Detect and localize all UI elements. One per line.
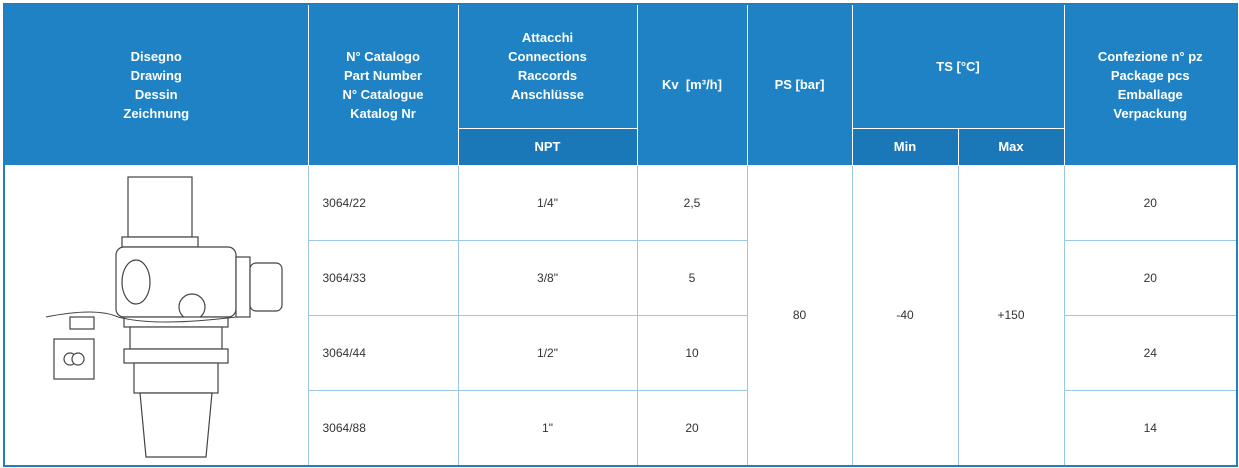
header-ts: TS [°C] bbox=[851, 3, 1065, 129]
table-row: 3064/22 1/4" 2,5 80 -40 +150 20 bbox=[3, 164, 1238, 466]
header-line: Raccords bbox=[517, 68, 578, 84]
header-line: Katalog Nr bbox=[350, 105, 416, 121]
header-line: Attacchi bbox=[521, 30, 574, 46]
part-number: 3064/33 bbox=[307, 239, 459, 316]
header-line: Zeichnung bbox=[123, 105, 190, 121]
header-kv: Kv [m³/h] bbox=[636, 3, 748, 166]
header-part-number: N° Catalogo Part Number N° Catalogue Katalo… bbox=[307, 3, 459, 166]
connection: 3/8" bbox=[457, 239, 638, 316]
part-number: 3064/88 bbox=[307, 389, 459, 466]
header-line: Disegno bbox=[130, 48, 182, 64]
header-ps: PS [bar] bbox=[746, 3, 853, 166]
header-max: Max bbox=[957, 127, 1065, 166]
drawing-cell bbox=[3, 164, 309, 466]
header-package: Confezione n° pz Package pcs Emballage Verp… bbox=[1063, 3, 1238, 166]
header-line: Part Number bbox=[343, 67, 423, 83]
part-number: 3064/22 bbox=[307, 164, 459, 241]
connection: 1" bbox=[457, 389, 638, 466]
header-line: Confezione n° pz bbox=[1097, 48, 1203, 64]
header-line: Verpackung bbox=[1113, 105, 1188, 121]
kv: 2,5 bbox=[636, 164, 748, 241]
connection: 1/2" bbox=[457, 314, 638, 391]
header-line: Dessin bbox=[134, 86, 178, 102]
ps: 80 bbox=[746, 164, 853, 466]
package: 24 bbox=[1063, 314, 1238, 391]
package: 20 bbox=[1063, 239, 1238, 316]
header-line: N° Catalogue bbox=[342, 86, 424, 102]
header-connections: Attacchi Connections Raccords Anschlüsse bbox=[457, 3, 638, 129]
kv: 10 bbox=[636, 314, 748, 391]
header-line: Drawing bbox=[130, 67, 182, 83]
table-body: 3064/22 1/4" 2,5 80 -40 +150 20 3064/33 3/8" 5 20 3… bbox=[3, 164, 1238, 466]
header-line: N° Catalogo bbox=[346, 48, 420, 64]
header-line: Emballage bbox=[1117, 86, 1183, 102]
header-line: Connections bbox=[508, 49, 587, 65]
kv: 20 bbox=[636, 389, 748, 466]
header-line: Package pcs bbox=[1110, 67, 1190, 83]
ts-min: -40 bbox=[851, 164, 959, 466]
table-row: 3064/33 3/8" 5 20 bbox=[4, 239, 1238, 316]
header-drawing: Disegno Drawing Dessin Zeichnung bbox=[3, 3, 309, 166]
table-row: 3064/88 1" 20 14 bbox=[4, 389, 1238, 466]
valve-drawing bbox=[46, 176, 283, 458]
ts-max: +150 bbox=[957, 164, 1065, 466]
package: 20 bbox=[1063, 164, 1238, 241]
product-table: Disegno Drawing Dessin Zeichnung N° Catalog… bbox=[3, 3, 1238, 467]
header-min: Min bbox=[851, 127, 959, 166]
table-row: 3064/44 1/2" 10 24 bbox=[4, 314, 1238, 391]
package: 14 bbox=[1063, 389, 1238, 466]
header-line: Anschlüsse bbox=[511, 87, 584, 103]
kv: 5 bbox=[636, 239, 748, 316]
part-number: 3064/44 bbox=[307, 314, 459, 391]
connection: 1/4" bbox=[457, 164, 638, 241]
header-npt: NPT bbox=[457, 127, 638, 166]
